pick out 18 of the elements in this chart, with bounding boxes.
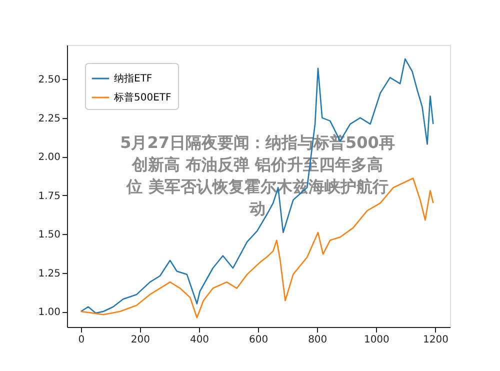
x-tick-label: 200: [130, 334, 150, 346]
x-tick-label: 1000: [364, 334, 390, 346]
x-tick-label: 600: [249, 334, 268, 346]
y-tick-label: 2.50: [38, 74, 60, 86]
legend-label: 纳指ETF: [114, 72, 152, 84]
y-tick-label: 1.00: [38, 307, 60, 318]
y-tick-label: 1.75: [38, 190, 60, 202]
line-series: [80, 178, 434, 318]
x-tick-label: 800: [308, 334, 328, 346]
y-tick-label: 2.00: [38, 152, 60, 164]
line-series: [80, 58, 434, 314]
y-tick-label: 1.25: [38, 268, 60, 280]
y-tick-label: 1.50: [38, 230, 60, 241]
x-tick-label: 1200: [423, 334, 448, 346]
y-tick-label: 2.25: [38, 113, 60, 124]
x-tick-label: 0: [78, 334, 85, 346]
x-tick-label: 400: [190, 334, 210, 346]
legend-label: 标普500ETF: [113, 92, 172, 104]
